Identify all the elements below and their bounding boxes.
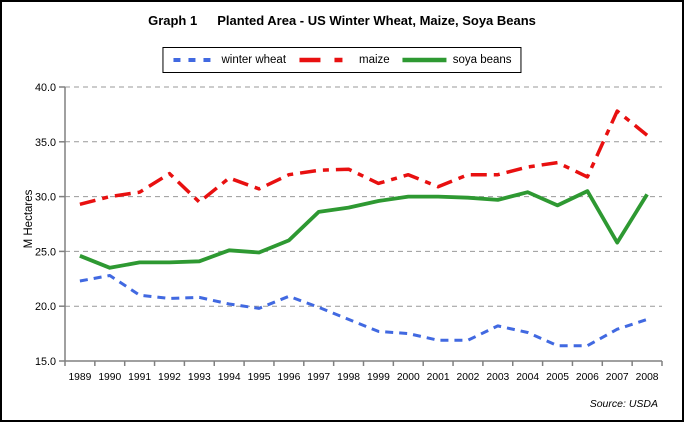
gridlines — [65, 86, 662, 307]
svg-text:1995: 1995 — [248, 372, 271, 383]
legend-item-soya-beans: soya beans — [402, 54, 512, 66]
svg-text:20.0: 20.0 — [35, 301, 56, 313]
chart-title: Graph 1 Planted Area - US Winter Wheat, M… — [2, 13, 682, 28]
chart-title-prefix: Graph 1 — [148, 13, 198, 28]
svg-text:40.0: 40.0 — [35, 82, 56, 94]
svg-text:2001: 2001 — [427, 372, 450, 383]
svg-text:1993: 1993 — [188, 372, 211, 383]
maize-line-sample-icon — [298, 55, 354, 65]
svg-text:1990: 1990 — [98, 372, 121, 383]
axes — [59, 86, 663, 366]
svg-text:1998: 1998 — [337, 372, 360, 383]
chart-legend: winter wheat maize soya beans — [162, 47, 522, 73]
svg-text:2008: 2008 — [636, 372, 659, 383]
svg-text:2000: 2000 — [397, 372, 420, 383]
svg-text:30.0: 30.0 — [35, 192, 56, 204]
svg-text:1991: 1991 — [128, 372, 151, 383]
svg-text:15.0: 15.0 — [35, 356, 56, 368]
legend-label-winter-wheat: winter wheat — [221, 54, 287, 66]
svg-text:2004: 2004 — [516, 372, 539, 383]
svg-text:2006: 2006 — [576, 372, 599, 383]
svg-text:1997: 1997 — [307, 372, 330, 383]
source-note: Source: USDA — [589, 398, 658, 410]
svg-text:1989: 1989 — [68, 372, 91, 383]
series-line-maize — [79, 109, 649, 206]
svg-text:2003: 2003 — [486, 372, 509, 383]
series-line-winter-wheat — [79, 274, 648, 348]
winter-wheat-line-sample-icon — [172, 55, 216, 65]
x-tick-labels: 1989 1990 1991 1992 1993 1994 1995 1996 1997 1998… — [68, 372, 658, 383]
legend-item-winter-wheat: winter wheat — [172, 54, 286, 66]
svg-text:1994: 1994 — [218, 372, 241, 383]
svg-text:2005: 2005 — [546, 372, 569, 383]
svg-text:35.0: 35.0 — [35, 137, 56, 149]
y-tick-labels: 15.0 20.0 25.0 30.0 35.0 40.0 — [35, 82, 56, 368]
svg-text:2002: 2002 — [457, 372, 480, 383]
chart-title-main: Planted Area - US Winter Wheat, Maize, S… — [217, 13, 536, 28]
svg-text:25.0: 25.0 — [35, 246, 56, 258]
svg-text:1996: 1996 — [277, 372, 300, 383]
svg-text:1999: 1999 — [367, 372, 390, 383]
legend-label-maize: maize — [359, 54, 390, 66]
soya-beans-line-sample-icon — [402, 55, 448, 65]
svg-text:1992: 1992 — [158, 372, 181, 383]
svg-text:2007: 2007 — [606, 372, 629, 383]
legend-label-soya-beans: soya beans — [452, 54, 512, 66]
series-line-soya-beans — [79, 189, 649, 270]
legend-item-maize: maize — [298, 54, 390, 66]
